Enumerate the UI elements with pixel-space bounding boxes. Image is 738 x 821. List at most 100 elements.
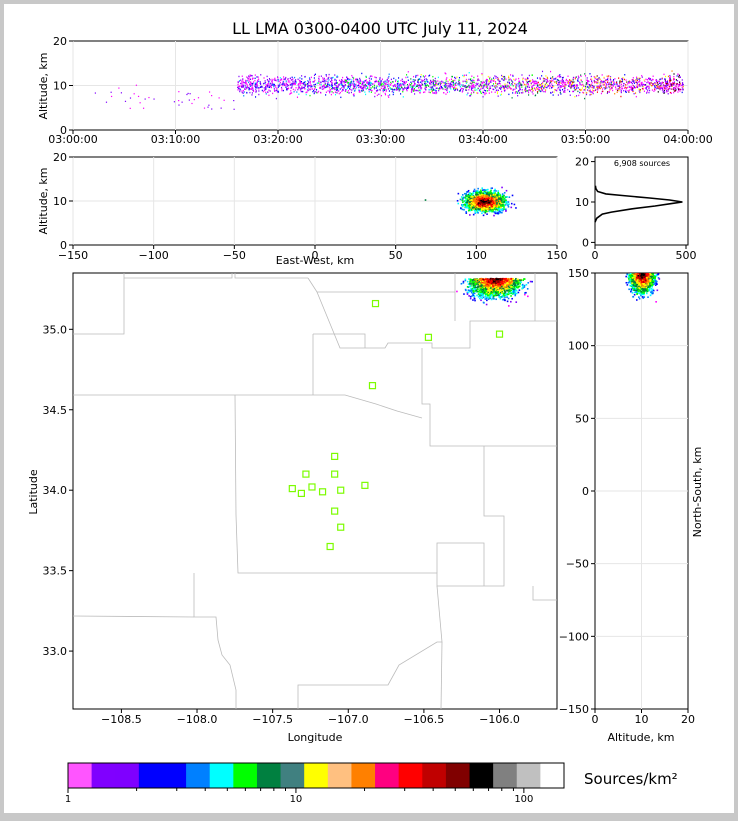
time-source [452,86,453,87]
time-source [471,86,472,87]
time-source [325,94,326,95]
time-source [321,75,322,76]
time-source [669,88,670,89]
time-source [560,82,561,83]
time-source [317,92,318,93]
time-source [482,87,483,88]
time-source [461,84,462,85]
eastwest-source [493,215,495,217]
time-source [320,82,321,83]
time-source [567,82,568,83]
time-source [512,90,513,91]
time-source [476,89,477,90]
time-source [512,84,513,85]
time-source [560,76,561,77]
time-source [443,92,444,93]
plan-source [456,291,458,293]
time-source [435,93,436,94]
time-source [563,91,564,92]
eastwest-source [474,210,476,212]
time-source [574,96,575,97]
time-source [678,84,679,85]
time-source [527,90,528,91]
time-source [254,80,255,81]
eastwest-source [479,206,481,208]
time-source [518,83,519,84]
time-source [449,85,450,86]
time-source [607,80,608,81]
time-source [579,89,580,90]
time-source [304,88,305,89]
time-source [677,80,678,81]
time-source [402,83,403,84]
time-source [455,84,456,85]
time-source [646,82,647,83]
time-source [497,77,498,78]
time-source [601,93,602,94]
time-source [242,92,243,93]
time-source [343,87,344,88]
time-source [268,81,269,82]
eastwest-source [497,199,499,201]
time-source [597,91,598,92]
time-source [631,87,632,88]
time-source [375,80,376,81]
time-source [619,82,620,83]
time-source [512,97,513,98]
time-source [343,81,344,82]
time-source [314,93,315,94]
time-source [525,78,526,79]
time-source [393,94,394,95]
time-source [654,82,655,83]
eastwest-source [479,196,481,198]
time-source [648,88,649,89]
time-source [641,82,642,83]
time-source [301,91,302,92]
time-source [424,83,425,84]
time-source [553,86,554,87]
time-source [298,83,299,84]
eastwest-tick-label: 50 [389,249,403,262]
time-source [299,80,300,81]
time-source [407,88,408,89]
time-source [273,85,274,86]
time-source [388,77,389,78]
time-source [264,83,265,84]
time-source [492,80,493,81]
altitude-tick-label: 0 [60,239,67,252]
time-source [604,87,605,88]
time-source [290,78,291,79]
time-source [345,82,346,83]
time-source [576,87,577,88]
eastwest-source [462,204,464,206]
time-source [659,89,660,90]
eastwest-source [493,207,495,209]
eastwest-xlabel: East-West, km [276,254,354,267]
time-source [359,81,360,82]
eastwest-source [511,203,513,205]
time-source [377,95,378,96]
eastwest-source [494,200,496,202]
time-source [294,91,295,92]
time-source [347,77,348,78]
time-source [388,81,389,82]
time-source [245,80,246,81]
time-source [586,94,587,95]
time-source [355,84,356,85]
time-source [417,75,418,76]
time-source [329,91,330,92]
time-source [535,90,536,91]
time-source [372,86,373,87]
time-source [489,78,490,79]
time-source [138,96,139,97]
time-source [556,81,557,82]
time-source [508,76,509,77]
time-source [601,80,602,81]
eastwest-source [457,200,459,202]
time-source [501,91,502,92]
eastwest-source [506,203,508,205]
time-source [650,78,651,79]
time-source [400,88,401,89]
time-source [410,82,411,83]
time-source [295,89,296,90]
